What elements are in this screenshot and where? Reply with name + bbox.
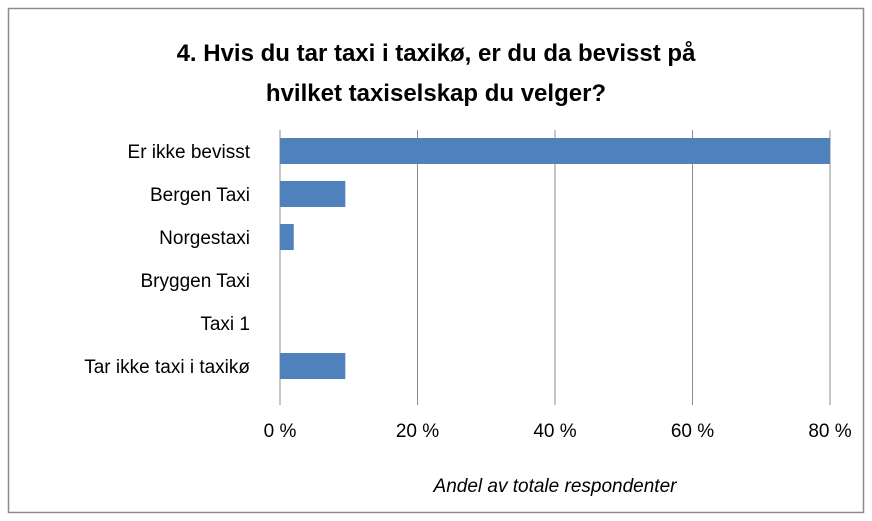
bar bbox=[280, 138, 830, 164]
x-tick-label: 40 % bbox=[533, 421, 576, 442]
bar bbox=[280, 181, 346, 207]
x-axis-title: Andel av totale respondenter bbox=[433, 476, 678, 497]
x-tick-label: 20 % bbox=[396, 421, 439, 442]
y-tick-label: Bergen Taxi bbox=[150, 185, 250, 206]
x-tick-label: 80 % bbox=[808, 421, 851, 442]
bar bbox=[280, 353, 346, 379]
y-tick-label: Taxi 1 bbox=[200, 314, 250, 335]
y-tick-label: Norgestaxi bbox=[159, 228, 250, 249]
chart-title: 4. Hvis du tar taxi i taxikø, er du da b… bbox=[176, 40, 696, 107]
bar bbox=[280, 224, 294, 250]
chart-border bbox=[7, 7, 865, 514]
x-tick-label: 60 % bbox=[671, 421, 714, 442]
y-tick-label: Tar ikke taxi i taxikø bbox=[84, 357, 250, 378]
y-tick-label: Bryggen Taxi bbox=[141, 271, 251, 292]
x-tick-label: 0 % bbox=[264, 421, 297, 442]
y-tick-label: Er ikke bevisst bbox=[128, 142, 251, 163]
